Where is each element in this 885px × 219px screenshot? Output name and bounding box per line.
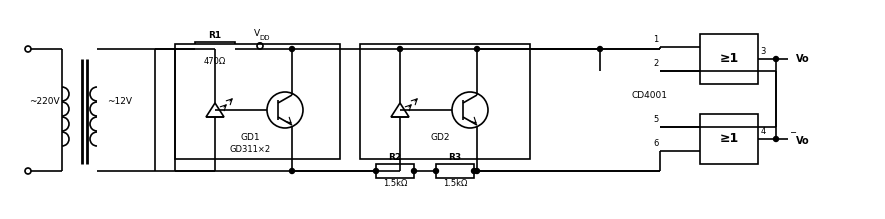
Bar (360, 44, 530, 159)
Text: 6: 6 (653, 140, 658, 148)
Text: GD311×2: GD311×2 (229, 145, 271, 154)
Bar (436, 164, 474, 178)
Text: 1.5kΩ: 1.5kΩ (442, 180, 467, 189)
Bar (700, 34, 758, 84)
Text: Vo: Vo (796, 54, 810, 64)
Text: 1.5kΩ: 1.5kΩ (383, 180, 407, 189)
Circle shape (258, 46, 263, 51)
Text: 5: 5 (653, 115, 658, 124)
Circle shape (474, 46, 480, 51)
Circle shape (373, 168, 379, 173)
Text: V: V (254, 28, 260, 37)
Circle shape (474, 168, 480, 173)
Text: R3: R3 (449, 154, 462, 162)
Text: R2: R2 (389, 154, 402, 162)
Text: ~12V: ~12V (107, 97, 133, 106)
Text: GD1: GD1 (240, 132, 260, 141)
Circle shape (773, 136, 779, 141)
Bar (195, 42, 235, 56)
Text: ~220V: ~220V (28, 97, 59, 106)
Text: 3: 3 (760, 46, 766, 55)
Circle shape (397, 46, 403, 51)
Text: Vo: Vo (796, 136, 810, 146)
Bar (175, 44, 340, 159)
Text: CD4001: CD4001 (632, 90, 668, 99)
Circle shape (289, 46, 295, 51)
Text: ≥1: ≥1 (720, 53, 739, 65)
Circle shape (412, 168, 417, 173)
Text: 4: 4 (760, 127, 766, 136)
Circle shape (773, 57, 779, 62)
Circle shape (597, 46, 603, 51)
Text: DD: DD (260, 35, 270, 41)
Circle shape (289, 168, 295, 173)
Bar (700, 114, 758, 164)
Text: 470Ω: 470Ω (204, 58, 227, 67)
Text: 2: 2 (653, 60, 658, 69)
Circle shape (397, 168, 403, 173)
Text: 1: 1 (653, 35, 658, 44)
Text: R1: R1 (209, 32, 221, 41)
Circle shape (434, 168, 438, 173)
Text: GD2: GD2 (430, 132, 450, 141)
Circle shape (472, 168, 476, 173)
Text: ≥1: ≥1 (720, 132, 739, 145)
Bar (376, 164, 414, 178)
